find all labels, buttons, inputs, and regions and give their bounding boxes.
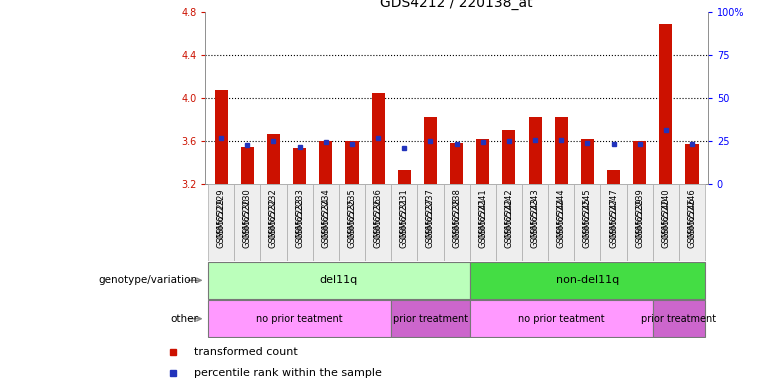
Text: GSM652237: GSM652237 [426,197,435,248]
Bar [529,118,542,184]
Text: GSM652241: GSM652241 [478,188,487,239]
Text: GSM652229: GSM652229 [217,188,226,239]
Text: GSM652241: GSM652241 [478,197,487,248]
FancyBboxPatch shape [391,184,417,261]
Bar [293,147,306,184]
FancyBboxPatch shape [234,184,260,261]
Bar [607,170,620,184]
FancyBboxPatch shape [470,262,705,299]
Text: prior treatment: prior treatment [642,314,717,324]
FancyBboxPatch shape [391,300,470,337]
Text: GSM652231: GSM652231 [400,188,409,239]
Text: GSM652247: GSM652247 [609,188,618,239]
Bar [450,143,463,184]
Text: GSM652234: GSM652234 [321,197,330,248]
Text: GSM652229: GSM652229 [217,197,226,248]
Text: GSM652236: GSM652236 [374,188,383,239]
Text: GSM652238: GSM652238 [452,188,461,239]
Bar [345,141,358,184]
Text: GSM652232: GSM652232 [269,197,278,248]
Text: GSM652242: GSM652242 [505,188,514,239]
FancyBboxPatch shape [626,184,653,261]
Text: GSM652233: GSM652233 [295,197,304,248]
FancyBboxPatch shape [417,184,444,261]
Text: GSM652240: GSM652240 [661,197,670,248]
FancyBboxPatch shape [208,262,470,299]
Text: GSM652242: GSM652242 [505,197,514,248]
FancyBboxPatch shape [653,300,705,337]
Text: GSM652247: GSM652247 [609,197,618,248]
Text: GSM652230: GSM652230 [243,188,252,239]
FancyBboxPatch shape [287,184,313,261]
FancyBboxPatch shape [600,184,626,261]
Text: no prior teatment: no prior teatment [256,314,343,324]
Text: prior treatment: prior treatment [393,314,468,324]
FancyBboxPatch shape [679,184,705,261]
Text: GSM652236: GSM652236 [374,197,383,248]
Bar [476,139,489,184]
Text: GSM652234: GSM652234 [321,188,330,239]
Bar [371,93,384,184]
Text: GSM652231: GSM652231 [400,197,409,248]
Text: GSM652238: GSM652238 [452,197,461,248]
FancyBboxPatch shape [313,184,339,261]
Text: transformed count: transformed count [195,347,298,358]
Text: GSM652240: GSM652240 [661,188,670,239]
Bar [215,90,228,184]
Text: GSM652245: GSM652245 [583,197,592,248]
Text: GSM652235: GSM652235 [348,188,356,239]
Bar [398,170,411,184]
Bar [555,118,568,184]
Bar [686,144,699,184]
Text: GSM652246: GSM652246 [687,197,696,248]
FancyBboxPatch shape [522,184,548,261]
Text: GSM652243: GSM652243 [530,197,540,248]
Text: GSM652232: GSM652232 [269,188,278,239]
Text: GSM652245: GSM652245 [583,188,592,239]
FancyBboxPatch shape [444,184,470,261]
FancyBboxPatch shape [470,184,496,261]
Bar [320,141,333,184]
FancyBboxPatch shape [653,184,679,261]
FancyBboxPatch shape [260,184,287,261]
Text: GSM652230: GSM652230 [243,197,252,248]
Text: GSM652243: GSM652243 [530,188,540,239]
Text: del11q: del11q [320,275,358,285]
Text: GSM652235: GSM652235 [348,197,356,248]
FancyBboxPatch shape [339,184,365,261]
Text: genotype/variation: genotype/variation [99,275,198,285]
Text: GSM652233: GSM652233 [295,188,304,239]
FancyBboxPatch shape [208,184,234,261]
Text: percentile rank within the sample: percentile rank within the sample [195,368,382,379]
FancyBboxPatch shape [575,184,600,261]
Bar [502,130,515,184]
Text: GSM652246: GSM652246 [687,188,696,239]
Bar [267,134,280,184]
Text: GSM652244: GSM652244 [557,197,565,248]
FancyBboxPatch shape [548,184,575,261]
Text: GSM652239: GSM652239 [635,197,645,248]
Text: GSM652237: GSM652237 [426,188,435,239]
Bar [424,118,437,184]
FancyBboxPatch shape [470,300,653,337]
Bar [659,25,673,184]
FancyBboxPatch shape [496,184,522,261]
Text: GSM652244: GSM652244 [557,188,565,239]
Text: GSM652239: GSM652239 [635,188,645,239]
Title: GDS4212 / 220138_at: GDS4212 / 220138_at [380,0,533,10]
Bar [581,139,594,184]
Bar [633,141,646,184]
Bar [240,147,254,184]
Text: non-del11q: non-del11q [556,275,619,285]
FancyBboxPatch shape [365,184,391,261]
Text: other: other [170,314,198,324]
Text: no prior teatment: no prior teatment [518,314,604,324]
FancyBboxPatch shape [208,300,391,337]
